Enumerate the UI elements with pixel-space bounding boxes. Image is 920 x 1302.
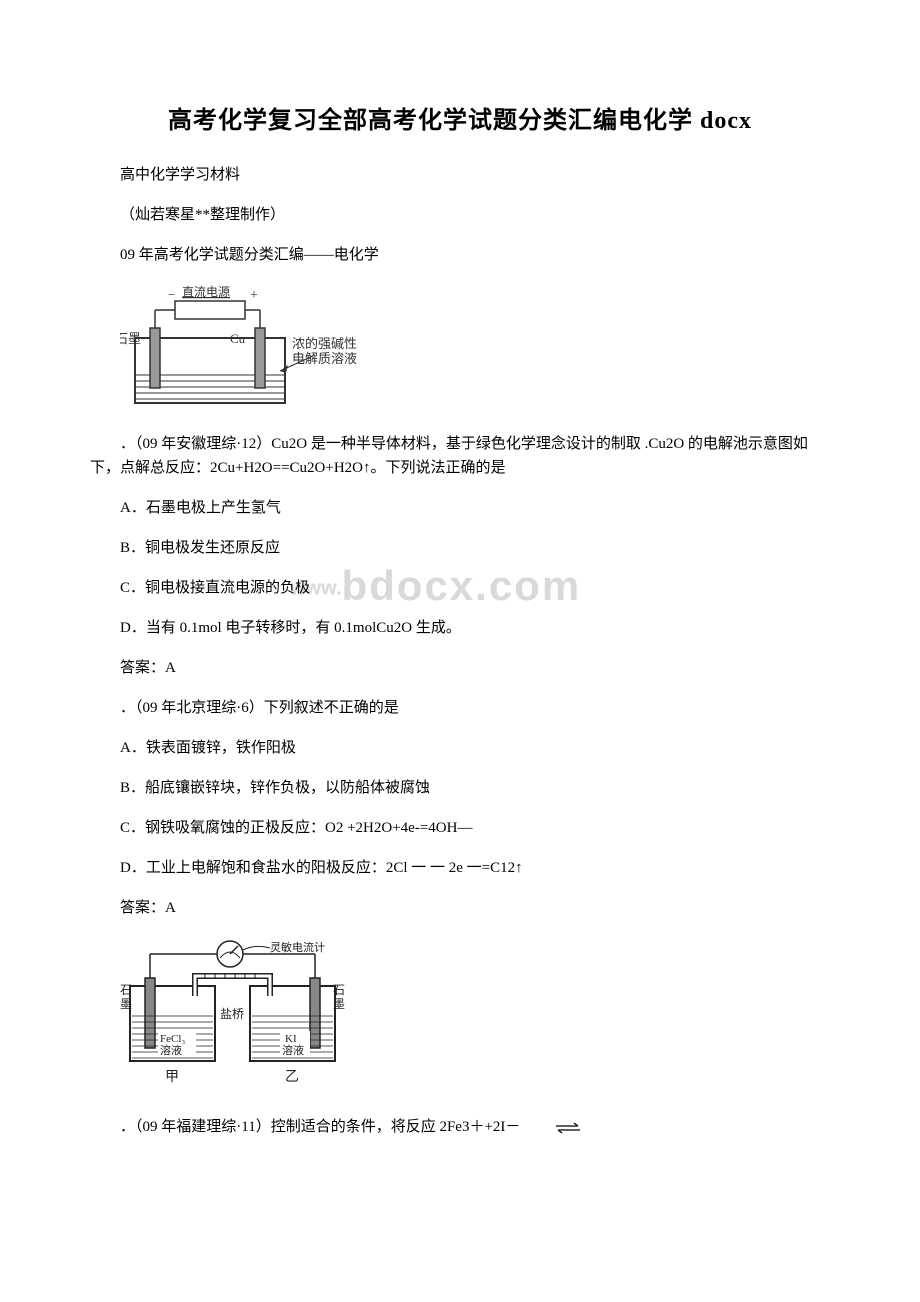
svg-text:盐桥: 盐桥 bbox=[220, 1007, 244, 1021]
svg-text:浓的强碱性: 浓的强碱性 bbox=[292, 336, 357, 351]
graphite-left-label: 石 bbox=[120, 983, 132, 997]
svg-text:+: + bbox=[250, 288, 258, 303]
q2-stem: ．（09 年北京理综·6）下列叙述不正确的是 bbox=[90, 696, 830, 720]
q2-option-a: A．铁表面镀锌，铁作阳极 bbox=[90, 736, 830, 760]
q1-option-c: C．铜电极接直流电源的负极 bbox=[90, 576, 830, 600]
svg-text:石墨: 石墨 bbox=[120, 331, 141, 346]
svg-text:灵敏电流计: 灵敏电流计 bbox=[270, 940, 325, 954]
svg-text:甲: 甲 bbox=[165, 1070, 179, 1085]
svg-text:乙: 乙 bbox=[285, 1069, 299, 1085]
electrolysis-diagram: − + 直流电源 石墨 Cu 浓 bbox=[120, 283, 830, 418]
q3-stem: ．（09 年福建理综·11）控制适合的条件，将反应 2Fe3＋+2I－ bbox=[90, 1115, 830, 1140]
q1-option-a: A．石墨电极上产生氢气 bbox=[90, 496, 830, 520]
galvanic-diagram: 灵敏电流计 bbox=[120, 936, 830, 1101]
intro-line-3: 09 年高考化学试题分类汇编——电化学 bbox=[90, 243, 830, 267]
q1-option-b: B．铜电极发生还原反应 bbox=[90, 536, 830, 560]
q2-option-b: B．船底镶嵌锌块，锌作负极，以防船体被腐蚀 bbox=[90, 776, 830, 800]
q1-answer: 答案：A bbox=[90, 656, 830, 680]
svg-text:−: − bbox=[168, 287, 175, 302]
graphite-right-label: 石 bbox=[333, 983, 345, 997]
svg-text:墨: 墨 bbox=[120, 997, 132, 1011]
intro-line-2: （灿若寒星**整理制作） bbox=[90, 203, 830, 227]
svg-text:溶液: 溶液 bbox=[282, 1043, 304, 1057]
q2-option-c: C．钢铁吸氧腐蚀的正极反应：O2 +2H2O+4e-=4OH— bbox=[90, 816, 830, 840]
intro-line-1: 高中化学学习材料 bbox=[90, 163, 830, 187]
q1-option-d: D．当有 0.1mol 电子转移时，有 0.1molCu2O 生成。 bbox=[90, 616, 830, 640]
svg-text:电解质溶液: 电解质溶液 bbox=[292, 351, 357, 366]
svg-text:墨: 墨 bbox=[333, 997, 345, 1011]
dc-source-label: 直流电源 bbox=[182, 285, 230, 299]
equilibrium-arrow-icon bbox=[524, 1116, 552, 1140]
svg-text:KI: KI bbox=[285, 1033, 297, 1045]
svg-text:Cu: Cu bbox=[230, 331, 246, 346]
svg-text:溶液: 溶液 bbox=[160, 1043, 182, 1057]
page-title: 高考化学复习全部高考化学试题分类汇编电化学 docx bbox=[90, 100, 830, 135]
q2-answer: 答案：A bbox=[90, 896, 830, 920]
q1-stem: ．（09 年安徽理综·12）Cu2O 是一种半导体材料，基于绿色化学理念设计的制… bbox=[90, 432, 830, 480]
svg-text:FeCl₃: FeCl₃ bbox=[160, 1033, 185, 1045]
q2-option-d: D．工业上电解饱和食盐水的阳极反应：2Cl 一 一 2e 一=C12↑ bbox=[90, 856, 830, 880]
